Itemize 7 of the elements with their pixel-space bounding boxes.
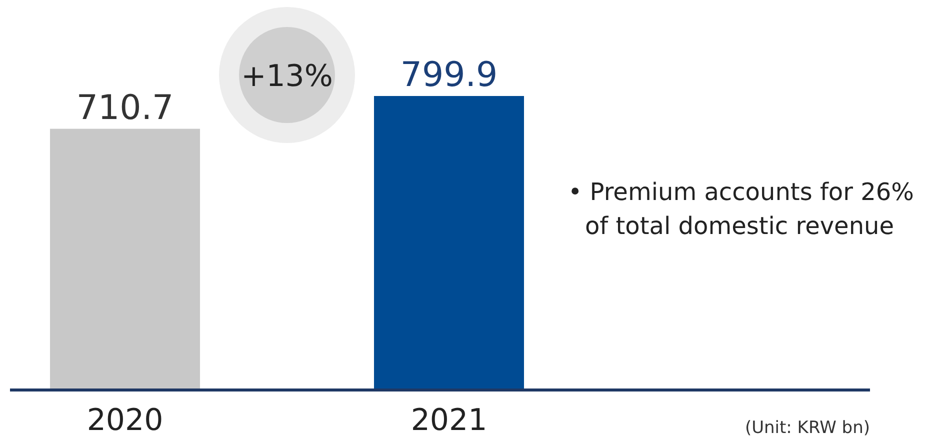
data-label: 799.9: [400, 55, 498, 95]
text: +13%: [241, 59, 333, 94]
annotation: • Premium accounts for 26% of total domestic revenue: [568, 178, 914, 240]
data-label: 710.7: [76, 88, 174, 128]
x-tick-label: 2021: [410, 403, 488, 438]
text: (Unit: KRW bn): [744, 418, 870, 438]
x-tick-label: 2020: [86, 403, 164, 438]
